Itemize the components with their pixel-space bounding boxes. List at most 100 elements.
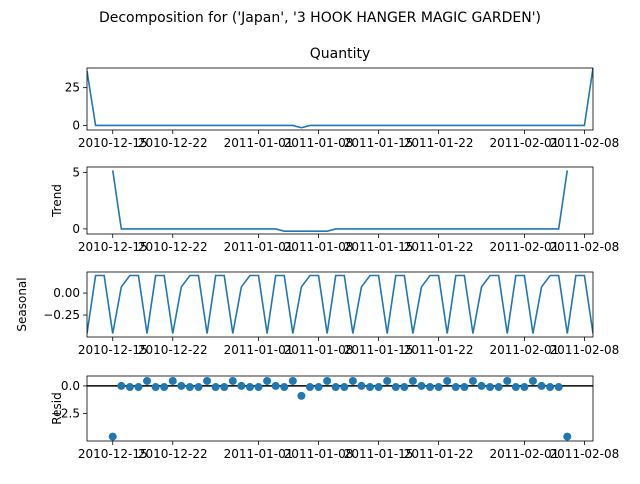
resid-point <box>211 383 220 392</box>
resid-point <box>451 383 460 392</box>
resid-point <box>426 383 435 392</box>
x-tick-label: 2010-12-22 <box>138 447 208 461</box>
y-tick-label: 0 <box>72 118 80 132</box>
y-tick-label: −2.5 <box>51 406 80 420</box>
resid-point <box>177 381 186 390</box>
resid-point <box>554 383 563 392</box>
y-tick-label: 25 <box>65 81 80 95</box>
x-tick-label: 2011-01-15 <box>344 447 414 461</box>
x-tick-label: 2010-12-15 <box>78 447 148 461</box>
x-tick-label: 2010-12-22 <box>138 136 208 150</box>
resid-point <box>460 383 469 392</box>
resid-point <box>528 376 537 385</box>
axes-frame <box>86 166 594 235</box>
x-tick-label: 2011-01-08 <box>284 240 354 254</box>
axes-frame <box>86 375 594 442</box>
resid-point <box>108 432 117 441</box>
resid-point <box>503 376 512 385</box>
x-tick-label: 2011-02-01 <box>490 343 560 357</box>
x-tick-label: 2011-01-08 <box>284 136 354 150</box>
x-tick-label: 2011-01-15 <box>344 240 414 254</box>
resid-point <box>254 383 263 392</box>
subplot-title: Quantity <box>310 46 371 62</box>
resid-point <box>263 376 272 385</box>
resid-point <box>408 376 417 385</box>
y-tick-label: 0 <box>72 222 80 236</box>
x-tick-label: 2011-01-15 <box>344 136 414 150</box>
resid-point <box>357 381 366 390</box>
x-tick-label: 2011-01-22 <box>404 240 474 254</box>
resid-point <box>271 381 280 390</box>
y-tick-label: −0.25 <box>43 308 80 322</box>
resid-point <box>160 383 169 392</box>
resid-point <box>563 432 572 441</box>
resid-point <box>237 381 246 390</box>
y-axis-label: Trend <box>50 184 64 218</box>
x-tick-label: 2011-01-01 <box>224 447 294 461</box>
resid-point <box>288 376 297 385</box>
resid-point <box>468 376 477 385</box>
resid-point <box>117 381 126 390</box>
x-tick-label: 2011-02-08 <box>550 343 620 357</box>
resid-point <box>125 383 134 392</box>
figure-title: Decomposition for ('Japan', '3 HOOK HANG… <box>99 10 541 26</box>
resid-point <box>340 383 349 392</box>
axes-frame <box>86 271 594 338</box>
y-axis-label: Seasonal <box>15 277 29 331</box>
x-tick-label: 2011-01-01 <box>224 343 294 357</box>
resid-point <box>443 376 452 385</box>
x-tick-label: 2010-12-15 <box>78 240 148 254</box>
resid-point <box>297 391 306 400</box>
resid-point <box>511 383 520 392</box>
resid-point <box>434 383 443 392</box>
x-tick-label: 2010-12-15 <box>78 343 148 357</box>
resid-point <box>168 376 177 385</box>
resid-point <box>203 376 212 385</box>
resid-point <box>494 383 503 392</box>
resid-point <box>520 383 529 392</box>
y-tick-label: 0.0 <box>61 379 80 393</box>
y-tick-label: 5 <box>72 166 80 180</box>
x-tick-label: 2011-01-22 <box>404 447 474 461</box>
x-tick-label: 2011-01-01 <box>224 136 294 150</box>
resid-point <box>348 376 357 385</box>
x-tick-label: 2011-01-08 <box>284 343 354 357</box>
x-tick-label: 2011-02-01 <box>490 240 560 254</box>
resid-point <box>305 383 314 392</box>
resid-point <box>314 383 323 392</box>
x-tick-label: 2010-12-22 <box>138 240 208 254</box>
x-tick-label: 2010-12-22 <box>138 343 208 357</box>
resid-point <box>486 383 495 392</box>
x-tick-label: 2011-02-01 <box>490 447 560 461</box>
resid-point <box>185 383 194 392</box>
resid-point <box>331 383 340 392</box>
x-tick-label: 2011-01-01 <box>224 240 294 254</box>
resid-point <box>245 383 254 392</box>
y-axis-label: Resid <box>50 392 64 424</box>
resid-point <box>417 381 426 390</box>
x-tick-label: 2011-02-01 <box>490 136 560 150</box>
resid-point <box>194 383 203 392</box>
resid-point <box>280 383 289 392</box>
x-tick-label: 2011-02-08 <box>550 447 620 461</box>
series-line <box>87 68 593 129</box>
x-tick-label: 2011-01-08 <box>284 447 354 461</box>
resid-point <box>537 381 546 390</box>
y-tick-label: 0.00 <box>53 286 80 300</box>
x-tick-label: 2011-01-22 <box>404 343 474 357</box>
x-tick-label: 2011-01-22 <box>404 136 474 150</box>
resid-point <box>400 383 409 392</box>
x-tick-label: 2011-01-15 <box>344 343 414 357</box>
x-tick-label: 2011-02-08 <box>550 240 620 254</box>
x-tick-label: 2011-02-08 <box>550 136 620 150</box>
resid-point <box>151 383 160 392</box>
resid-point <box>323 376 332 385</box>
x-tick-label: 2010-12-15 <box>78 136 148 150</box>
resid-point <box>220 383 229 392</box>
series-line <box>87 274 593 334</box>
